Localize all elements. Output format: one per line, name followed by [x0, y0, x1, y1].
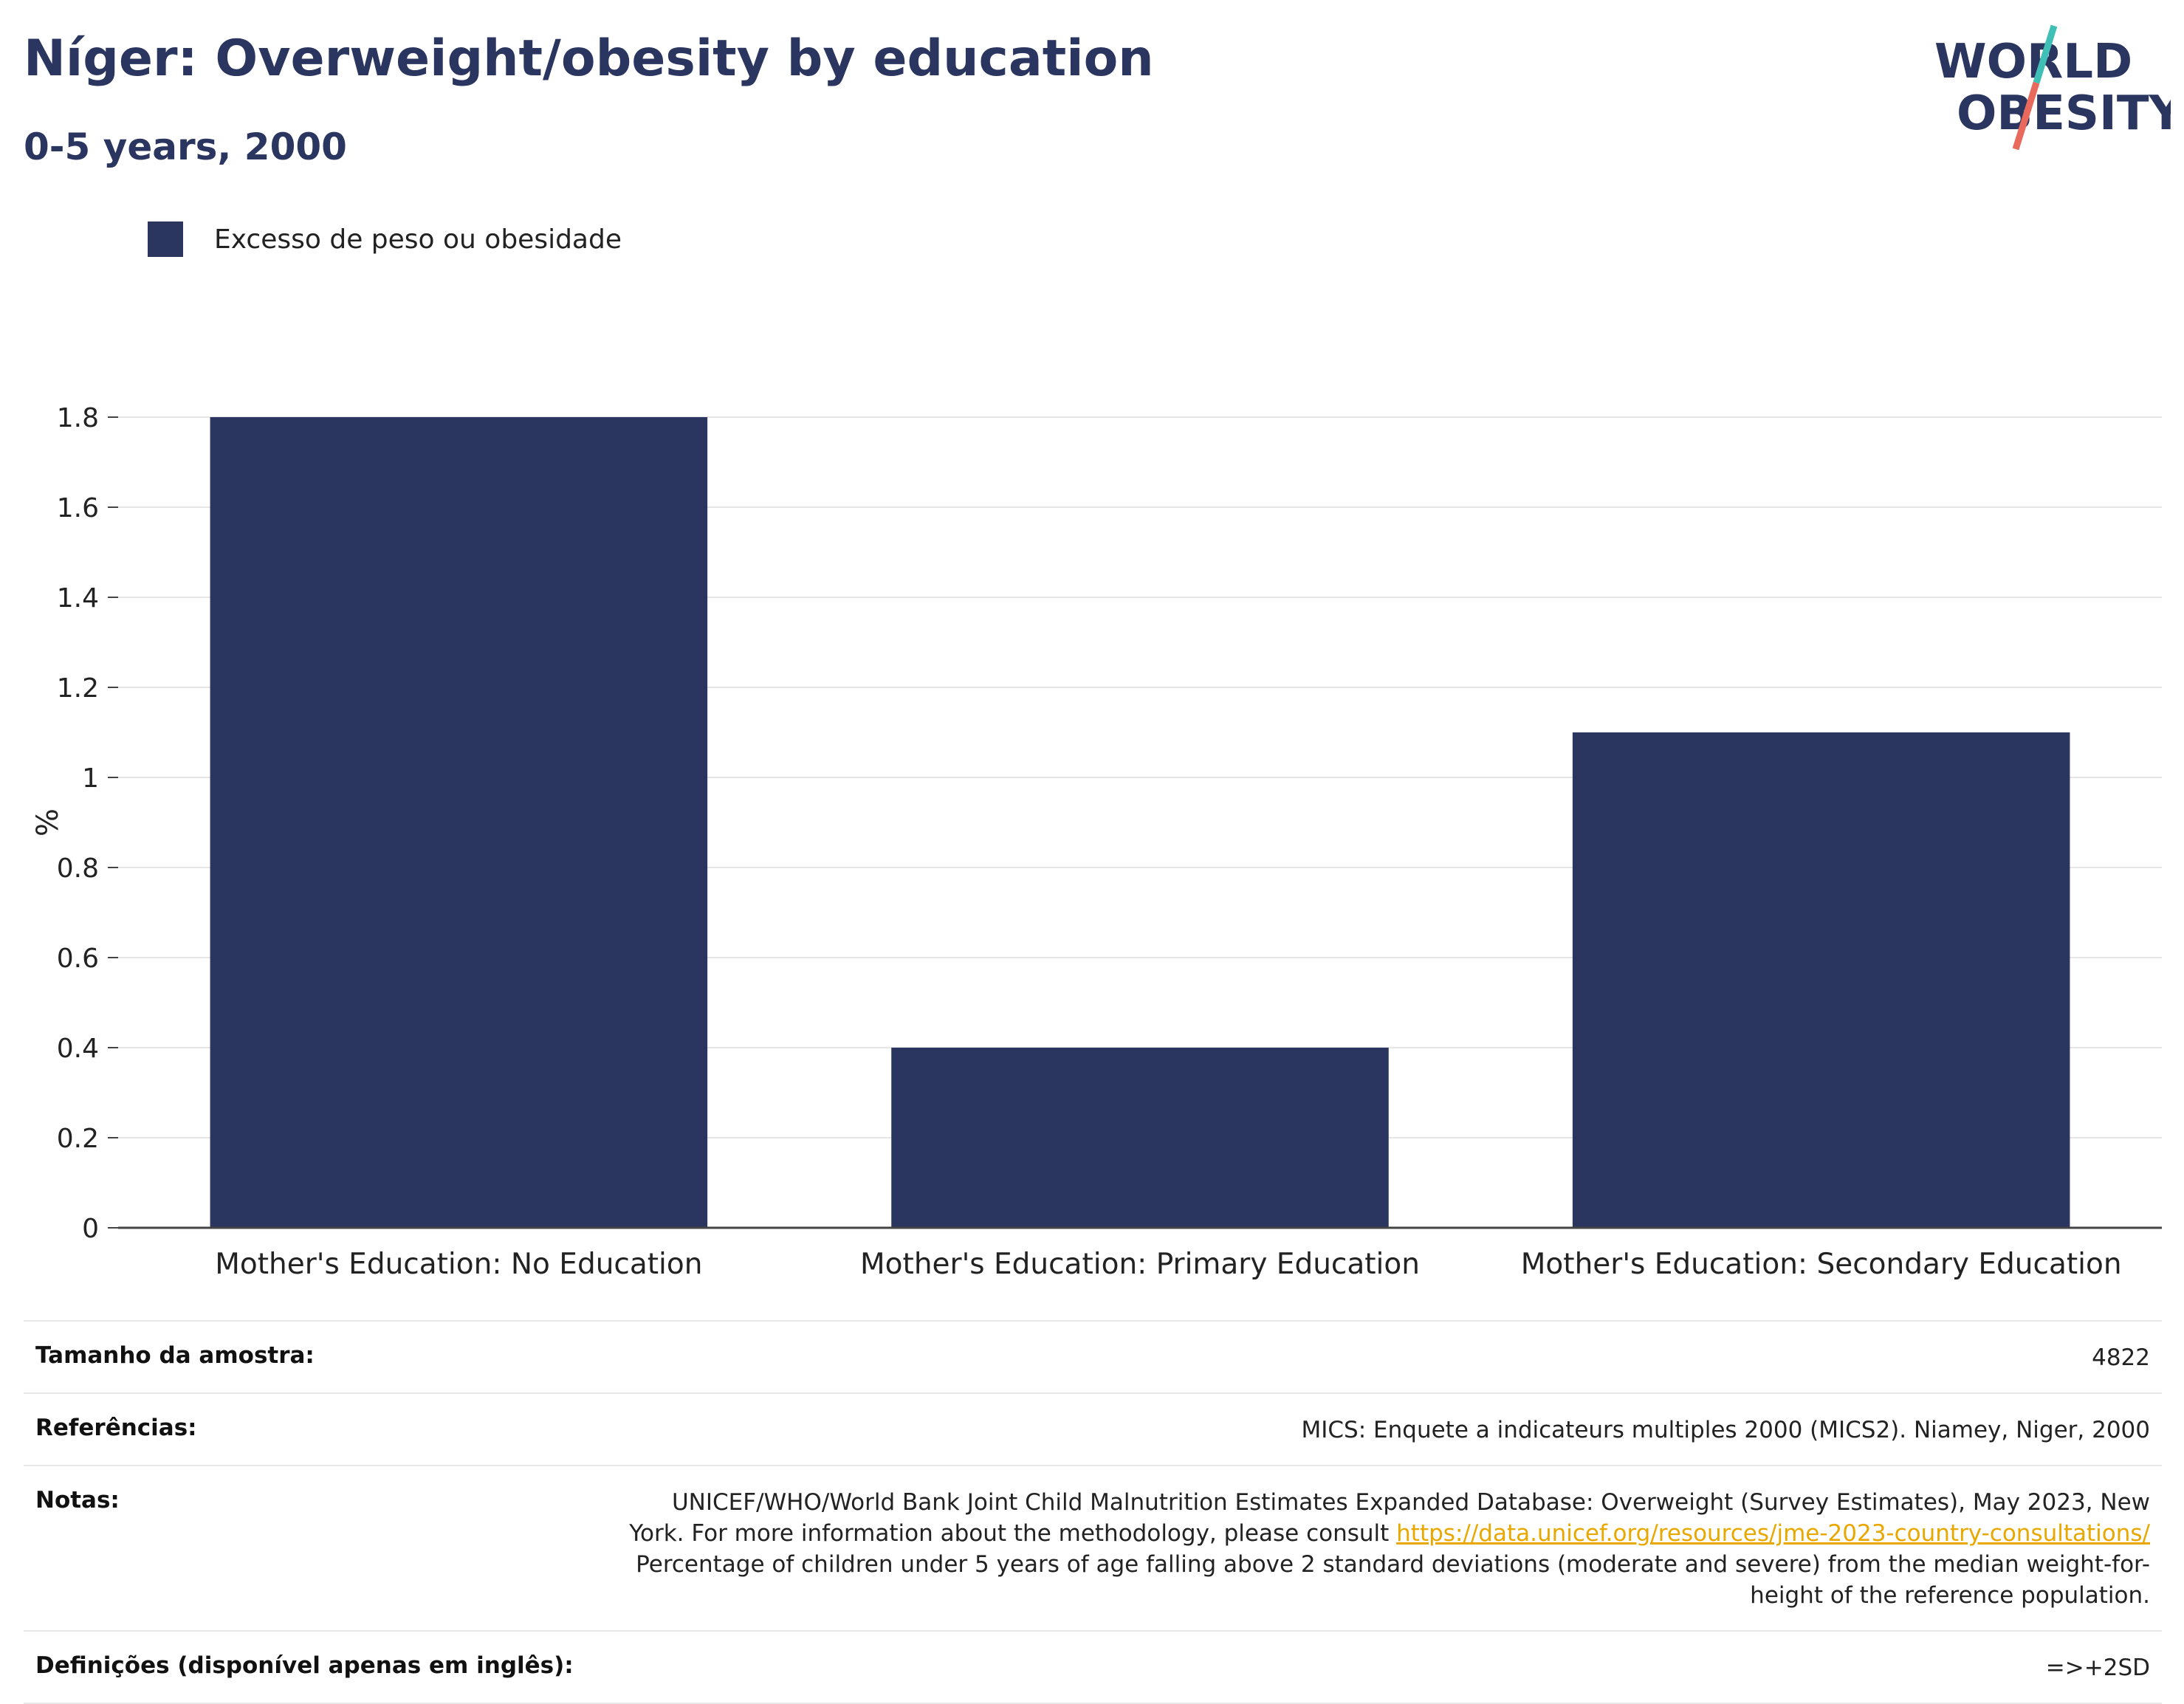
definitions-label: Definições (disponível apenas em inglês)… [35, 1652, 574, 1679]
logo-line1: WORLD [1934, 35, 2132, 89]
notes-line-3: Percentage of children under 5 years of … [636, 1551, 2150, 1578]
sample-size-label: Tamanho da amostra: [35, 1342, 315, 1369]
legend-swatch [148, 221, 183, 257]
legend-label: Excesso de peso ou obesidade [214, 224, 622, 255]
y-axis-label: % [31, 808, 65, 836]
bar [1572, 732, 2070, 1228]
notes-value: UNICEF/WHO/World Bank Joint Child Malnut… [629, 1487, 2150, 1611]
info-table: Tamanho da amostra: 4822 Referências: MI… [24, 1320, 2162, 1704]
info-row-notes: Notas: UNICEF/WHO/World Bank Joint Child… [24, 1465, 2162, 1630]
y-tick-label: 0.2 [57, 1124, 99, 1154]
info-row-references: Referências: MICS: Enquete a indicateurs… [24, 1392, 2162, 1465]
bar [210, 417, 708, 1228]
page-subtitle: 0-5 years, 2000 [24, 126, 347, 168]
x-tick-label: Mother's Education: No Education [215, 1248, 702, 1281]
x-tick-label: Mother's Education: Secondary Education [1521, 1248, 2122, 1281]
references-value: MICS: Enquete a indicateurs multiples 20… [1301, 1417, 2150, 1443]
references-label: Referências: [35, 1415, 197, 1441]
y-tick-label: 0.4 [57, 1034, 99, 1064]
sample-size-value: 4822 [2092, 1344, 2150, 1371]
y-tick-label: 0.8 [57, 853, 99, 884]
notes-label: Notas: [35, 1487, 120, 1514]
definitions-value: =>+2SD [2045, 1655, 2150, 1681]
notes-line-1: UNICEF/WHO/World Bank Joint Child Malnut… [671, 1489, 2150, 1516]
y-tick-label: 1.8 [57, 403, 99, 433]
chart-legend: Excesso de peso ou obesidade [148, 221, 622, 257]
y-tick-label: 1 [82, 763, 99, 794]
y-tick-label: 1.2 [57, 673, 99, 704]
notes-line-2: York. For more information about the met… [629, 1518, 2150, 1549]
page-title: Níger: Overweight/obesity by education [24, 30, 1154, 88]
logo-line2: OBESITY [1957, 86, 2171, 141]
info-row-definitions: Definições (disponível apenas em inglês)… [24, 1630, 2162, 1704]
notes-link[interactable]: https://data.unicef.org/resources/jme-20… [1396, 1520, 2150, 1547]
x-tick-label: Mother's Education: Primary Education [860, 1248, 1420, 1281]
bar [891, 1048, 1389, 1228]
logo-slash-teal [2033, 24, 2058, 84]
notes-line-4: height of the reference population. [1750, 1582, 2150, 1609]
y-tick-label: 1.4 [57, 583, 99, 614]
notes-line-2-text: York. For more information about the met… [629, 1520, 1397, 1547]
info-row-sample-size: Tamanho da amostra: 4822 [24, 1320, 2162, 1392]
y-tick-label: 0.6 [57, 944, 99, 974]
y-tick-label: 1.6 [57, 493, 99, 523]
world-obesity-logo: WORLD OBESITY [1934, 24, 2171, 151]
bar-chart: 0 0.2 0.4 0.6 0.8 1 1.2 1.4 1.6 1.8% Mother's Educ… [31, 403, 2162, 1281]
logo-slash-red [2012, 81, 2040, 151]
y-tick-label: 0 [82, 1214, 99, 1244]
